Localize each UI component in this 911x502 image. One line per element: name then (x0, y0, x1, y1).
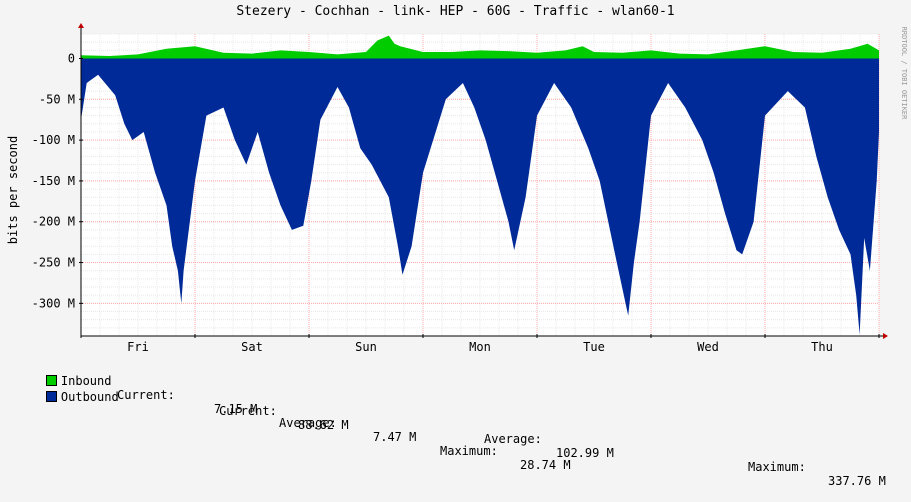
x-tick-label-tue: Tue (583, 340, 605, 354)
outbound-swatch (45, 391, 57, 402)
x-axis-arrow (883, 333, 888, 339)
y-axis-label-text: bits per second (6, 135, 20, 245)
traffic-chart: Fri Sat Sun Mon Tue Wed Thu 0 -50 M -100 M -150 M -… (32, 23, 888, 354)
rrdtool-watermark: RRDTOOL / TOBI OETIKER (899, 8, 909, 138)
rrdtool-watermark-text: RRDTOOL / TOBI OETIKER (900, 26, 908, 120)
chart-title: Stezery - Cochhan - link- HEP - 60G - Tr… (236, 4, 675, 19)
legend-outbound-average-label: Average: (484, 432, 542, 446)
y-tick-label: -200 M (32, 215, 75, 229)
legend-inbound-name: Inbound (60, 374, 112, 388)
x-tick-label-mon: Mon (469, 340, 491, 354)
outbound-area (81, 58, 879, 335)
inbound-area (81, 35, 879, 59)
graph-window: Fri Sat Sun Mon Tue Wed Thu 0 -50 M -100 M -150 M -… (3, 4, 909, 488)
legend-outbound-maximum: 337.76 M (828, 474, 886, 488)
x-tick-label-thu: Thu (811, 340, 833, 354)
legend-row-outbound: Outbound Current: 88.62 M Average: 102.9… (17, 376, 886, 502)
inbound-swatch (45, 375, 57, 386)
x-tick-label-wed: Wed (697, 340, 719, 354)
y-tick-label: -100 M (32, 133, 75, 147)
legend-outbound-name: Outbound (60, 390, 119, 404)
legend-outbound-average: 102.99 M (556, 446, 614, 460)
x-tick-label-sat: Sat (241, 340, 263, 354)
y-tick-label: 0 (68, 51, 75, 65)
legend-inbound-current-label: Current: (117, 388, 175, 402)
y-tick-label: -150 M (32, 174, 75, 188)
y-tick-label: -250 M (32, 256, 75, 270)
legend-outbound-current-label: Current: (219, 404, 277, 418)
x-tick-label-sun: Sun (355, 340, 377, 354)
legend-inbound-maximum: 28.74 M (520, 458, 571, 472)
legend-outbound-current: 88.62 M (298, 418, 349, 432)
legend-inbound-maximum-label: Maximum: (440, 444, 498, 458)
x-tick-label-fri: Fri (127, 340, 149, 354)
y-axis-label: bits per second (3, 120, 23, 260)
legend-inbound-average: 7.47 M (373, 430, 417, 444)
y-axis-arrow (78, 23, 84, 28)
y-tick-label: -50 M (39, 92, 75, 106)
legend-outbound-maximum-label: Maximum: (748, 460, 806, 474)
y-tick-label: -300 M (32, 296, 75, 310)
